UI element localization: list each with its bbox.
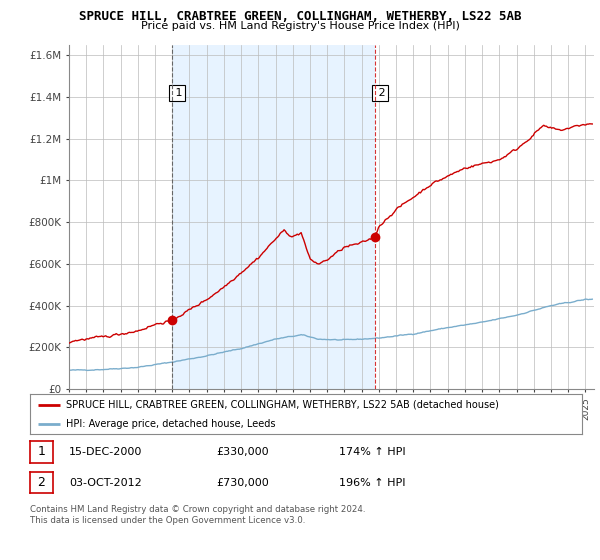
- Text: 03-OCT-2012: 03-OCT-2012: [69, 478, 142, 488]
- Text: HPI: Average price, detached house, Leeds: HPI: Average price, detached house, Leed…: [66, 419, 275, 429]
- Text: £330,000: £330,000: [216, 447, 269, 458]
- Text: £730,000: £730,000: [216, 478, 269, 488]
- Text: 1: 1: [172, 88, 182, 98]
- Text: 2: 2: [374, 88, 385, 98]
- Text: SPRUCE HILL, CRABTREE GREEN, COLLINGHAM, WETHERBY, LS22 5AB: SPRUCE HILL, CRABTREE GREEN, COLLINGHAM,…: [79, 10, 521, 22]
- Bar: [172, 45, 374, 389]
- Text: 174% ↑ HPI: 174% ↑ HPI: [339, 447, 406, 458]
- Text: 2: 2: [37, 475, 46, 489]
- Text: 15-DEC-2000: 15-DEC-2000: [69, 447, 142, 458]
- Text: 196% ↑ HPI: 196% ↑ HPI: [339, 478, 406, 488]
- Text: Price paid vs. HM Land Registry's House Price Index (HPI): Price paid vs. HM Land Registry's House …: [140, 21, 460, 31]
- Text: SPRUCE HILL, CRABTREE GREEN, COLLINGHAM, WETHERBY, LS22 5AB (detached house): SPRUCE HILL, CRABTREE GREEN, COLLINGHAM,…: [66, 400, 499, 410]
- Text: Contains HM Land Registry data © Crown copyright and database right 2024.
This d: Contains HM Land Registry data © Crown c…: [30, 505, 365, 525]
- Text: 1: 1: [37, 445, 46, 459]
